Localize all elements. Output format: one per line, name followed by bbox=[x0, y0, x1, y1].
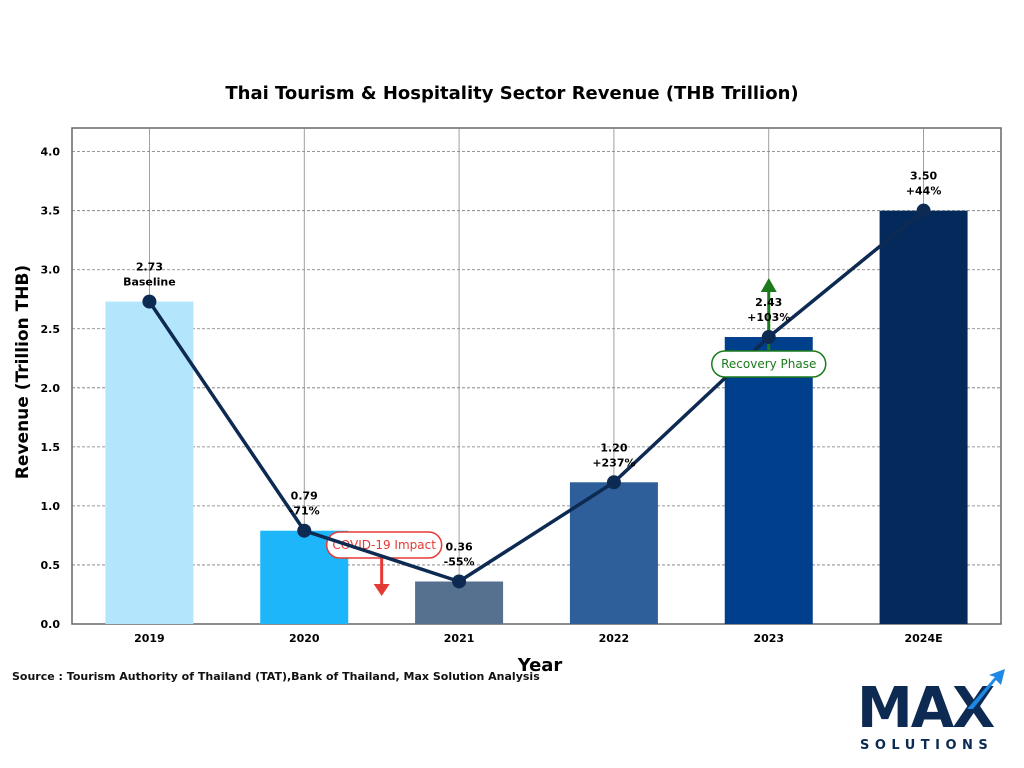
value-label: 2.43 bbox=[755, 296, 782, 309]
recovery-annotation-box bbox=[711, 350, 827, 378]
y-tick-label: 0.5 bbox=[41, 559, 61, 572]
x-axis-title: Year bbox=[517, 655, 563, 676]
data-labels: 2.73 Baseline 0.79 -71% 0.36 -55% 1.20 +237% 2.4… bbox=[123, 170, 941, 569]
svg-text:SOLUTIONS: SOLUTIONS bbox=[860, 738, 993, 753]
change-label: +237% bbox=[592, 456, 635, 469]
grid bbox=[72, 128, 1001, 624]
x-tick-label: 2020 bbox=[289, 632, 320, 645]
data-point bbox=[916, 203, 931, 218]
bar bbox=[105, 301, 194, 624]
plot-frame bbox=[71, 127, 1002, 625]
bars bbox=[105, 210, 968, 624]
bar bbox=[569, 482, 658, 624]
y-tick-label: 2.5 bbox=[41, 323, 61, 336]
y-tick-label: 0.0 bbox=[41, 618, 61, 631]
max-solutions-logo: MAX SOLUTIONS bbox=[855, 665, 1015, 755]
source-note: Source : Tourism Authority of Thailand (… bbox=[12, 670, 540, 683]
y-tick-label: 3.5 bbox=[41, 205, 61, 218]
x-tick-label: 2019 bbox=[134, 632, 165, 645]
value-label: 1.20 bbox=[600, 441, 627, 454]
change-label: -71% bbox=[289, 505, 320, 518]
data-point bbox=[761, 330, 776, 345]
axes: 0.0 0.5 1.0 1.5 2.0 2.5 3.0 3.5 4.0 2019 2020 2021 2… bbox=[41, 146, 943, 645]
covid-arrow-head bbox=[373, 584, 390, 596]
x-tick-label: 2021 bbox=[444, 632, 475, 645]
data-point bbox=[452, 574, 467, 589]
change-label: +44% bbox=[906, 185, 942, 198]
y-tick-label: 1.5 bbox=[41, 441, 61, 454]
value-label: 3.50 bbox=[910, 170, 937, 183]
bar bbox=[724, 337, 813, 624]
y-axis-title: Revenue (Trillion THB) bbox=[13, 265, 33, 479]
data-point bbox=[297, 523, 312, 538]
y-tick-label: 3.0 bbox=[41, 264, 61, 277]
x-tick-label: 2022 bbox=[599, 632, 630, 645]
data-point bbox=[606, 475, 621, 490]
trend-line: Recovery Phase bbox=[142, 203, 931, 589]
y-tick-label: 2.0 bbox=[41, 382, 61, 395]
x-tick-label: 2024E bbox=[905, 632, 943, 645]
bar bbox=[415, 581, 504, 624]
change-label: -55% bbox=[444, 555, 475, 568]
x-tick-label: 2023 bbox=[753, 632, 784, 645]
annotations: COVID-19 Impact bbox=[325, 278, 777, 596]
logo-mark: MAX SOLUTIONS bbox=[857, 669, 1005, 753]
value-label: 0.79 bbox=[291, 490, 318, 503]
trend-polyline bbox=[147, 209, 925, 584]
chart-title: Thai Tourism & Hospitality Sector Revenu… bbox=[225, 83, 798, 104]
svg-text:MAX: MAX bbox=[857, 676, 995, 741]
change-label: +103% bbox=[747, 311, 790, 324]
y-tick-label: 4.0 bbox=[41, 146, 61, 159]
value-label: 0.36 bbox=[446, 540, 473, 553]
recovery-annotation-label: Recovery Phase bbox=[721, 357, 816, 371]
recovery-arrow-head bbox=[760, 278, 777, 292]
bar bbox=[879, 210, 968, 624]
data-point bbox=[142, 294, 157, 309]
change-label: Baseline bbox=[123, 276, 176, 289]
y-tick-label: 1.0 bbox=[41, 500, 61, 513]
value-label: 2.73 bbox=[136, 261, 163, 274]
